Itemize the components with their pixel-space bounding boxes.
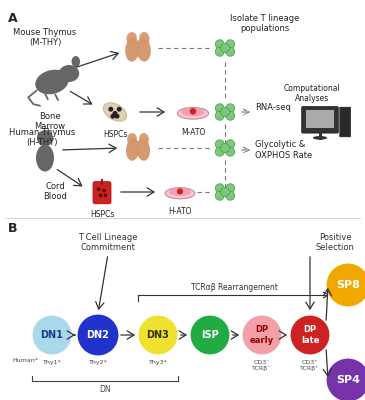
Circle shape (215, 40, 224, 49)
FancyBboxPatch shape (340, 107, 351, 137)
Text: Isolate T lineage
populations: Isolate T lineage populations (230, 14, 300, 33)
Text: Glycolytic &
OXPHOS Rate: Glycolytic & OXPHOS Rate (255, 140, 312, 160)
Circle shape (138, 315, 178, 355)
Text: CD3⁺
TCRβ⁺: CD3⁺ TCRβ⁺ (300, 360, 320, 371)
Circle shape (226, 191, 235, 200)
Circle shape (226, 40, 235, 49)
FancyBboxPatch shape (93, 182, 111, 204)
Ellipse shape (36, 144, 54, 172)
Ellipse shape (313, 136, 327, 140)
Text: HSPCs: HSPCs (103, 130, 127, 139)
Circle shape (117, 107, 122, 112)
Ellipse shape (137, 138, 150, 161)
Text: Thy2*: Thy2* (89, 360, 107, 365)
Circle shape (102, 189, 106, 192)
Ellipse shape (169, 188, 191, 196)
Circle shape (220, 44, 230, 52)
Circle shape (111, 114, 115, 119)
Circle shape (77, 314, 119, 356)
Circle shape (112, 111, 118, 116)
Text: CD3⁻
TCRβ⁻: CD3⁻ TCRβ⁻ (252, 360, 272, 371)
Circle shape (226, 147, 235, 156)
Text: HSPCs: HSPCs (90, 210, 114, 219)
Circle shape (226, 184, 235, 193)
FancyBboxPatch shape (302, 107, 338, 133)
Circle shape (242, 315, 282, 355)
Text: DN2: DN2 (87, 330, 110, 340)
Ellipse shape (35, 70, 69, 94)
Text: Human*: Human* (12, 358, 38, 363)
Circle shape (220, 108, 230, 116)
Ellipse shape (59, 65, 79, 82)
Bar (101, 179, 103, 185)
Circle shape (108, 107, 113, 112)
Ellipse shape (181, 108, 205, 116)
Text: Bone
Marrow: Bone Marrow (34, 112, 66, 131)
Circle shape (326, 263, 365, 307)
Circle shape (32, 315, 72, 355)
Circle shape (37, 130, 53, 146)
Text: SP4: SP4 (336, 375, 360, 385)
Circle shape (99, 194, 102, 197)
Text: DN3: DN3 (147, 330, 169, 340)
Circle shape (226, 47, 235, 56)
Circle shape (220, 188, 230, 196)
Text: Mouse Thymus
(M-THY): Mouse Thymus (M-THY) (14, 28, 77, 47)
Text: SP8: SP8 (336, 280, 360, 290)
Circle shape (177, 188, 183, 194)
Circle shape (226, 140, 235, 149)
Text: TCRαβ Rearrangement: TCRαβ Rearrangement (191, 283, 277, 292)
Ellipse shape (165, 188, 195, 199)
Text: DP
early: DP early (250, 325, 274, 345)
Text: Cord
Blood: Cord Blood (43, 182, 67, 202)
Circle shape (190, 315, 230, 355)
Text: H-ATO: H-ATO (168, 207, 192, 216)
Circle shape (215, 104, 224, 113)
Text: DN1: DN1 (41, 330, 64, 340)
Circle shape (97, 188, 100, 191)
Circle shape (215, 111, 224, 120)
Ellipse shape (103, 103, 127, 121)
Text: Positive
Selection: Positive Selection (316, 232, 354, 252)
Text: RNA-seq: RNA-seq (255, 104, 291, 112)
Text: M-ATO: M-ATO (181, 128, 205, 137)
Ellipse shape (177, 108, 209, 119)
Ellipse shape (125, 38, 140, 62)
Circle shape (215, 184, 224, 193)
Circle shape (226, 111, 235, 120)
Circle shape (220, 144, 230, 152)
Circle shape (190, 108, 196, 115)
Text: Computational
Analyses: Computational Analyses (284, 84, 341, 103)
Ellipse shape (139, 32, 150, 45)
Circle shape (104, 194, 107, 197)
Circle shape (115, 114, 120, 119)
Text: Human Thymus
(H-THY): Human Thymus (H-THY) (9, 128, 75, 148)
Circle shape (215, 147, 224, 156)
Ellipse shape (126, 32, 137, 45)
Circle shape (215, 191, 224, 200)
Circle shape (226, 104, 235, 113)
Bar (306, 110, 334, 128)
Ellipse shape (139, 133, 149, 145)
Ellipse shape (126, 138, 139, 161)
Text: Thy3*: Thy3* (149, 360, 168, 365)
Text: T Cell Lineage
Commitment: T Cell Lineage Commitment (78, 232, 138, 252)
Circle shape (290, 315, 330, 355)
Circle shape (215, 47, 224, 56)
Circle shape (326, 358, 365, 400)
Text: ISP: ISP (201, 330, 219, 340)
Text: DN: DN (99, 385, 111, 394)
Text: B: B (8, 222, 18, 235)
Text: Thy1*: Thy1* (43, 360, 61, 365)
Ellipse shape (72, 56, 80, 67)
Circle shape (215, 140, 224, 149)
Ellipse shape (137, 38, 151, 62)
Text: DP
late: DP late (301, 325, 319, 345)
Ellipse shape (127, 133, 137, 145)
Text: A: A (8, 12, 18, 25)
